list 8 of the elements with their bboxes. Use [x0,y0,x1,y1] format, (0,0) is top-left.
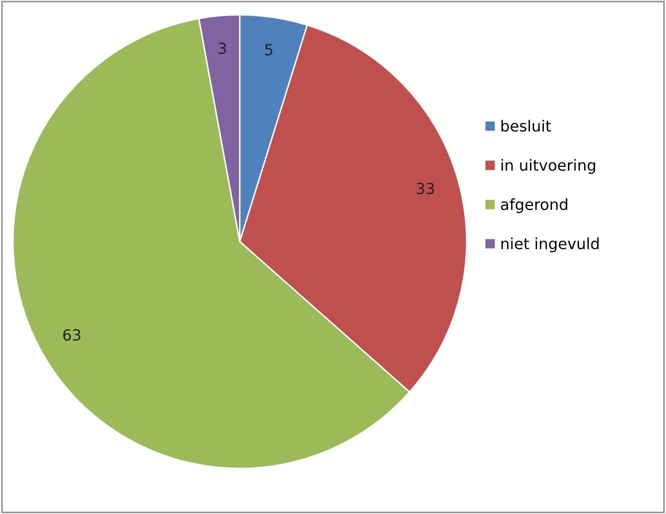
legend-label: niet ingevuld [501,238,599,252]
data-label: 5 [265,44,272,56]
legend-label: afgerond [501,198,568,214]
data-label: 33 [416,182,434,194]
legend-label: in uitvoering [502,159,596,174]
data-label: 63 [63,329,80,341]
legend-label: besluit [501,120,551,132]
data-label: 3 [218,42,226,54]
